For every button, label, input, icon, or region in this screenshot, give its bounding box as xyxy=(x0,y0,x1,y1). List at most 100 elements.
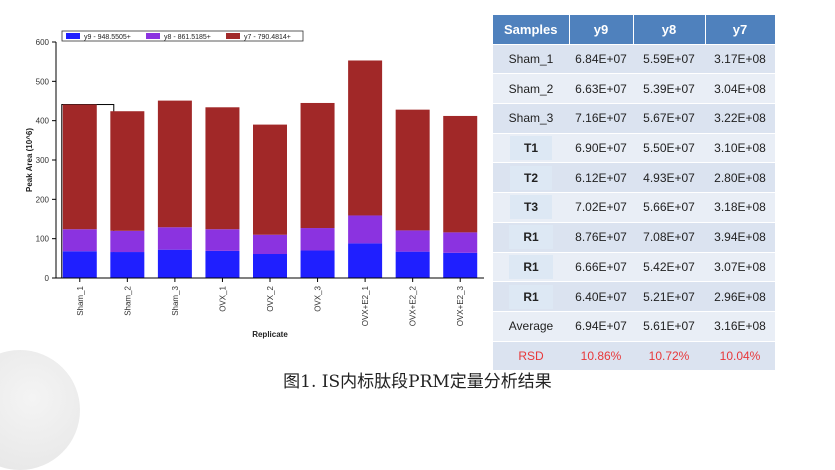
bar-segment xyxy=(110,230,145,253)
x-tick-label: OVX_3 xyxy=(314,285,323,311)
legend-frame xyxy=(61,30,304,42)
cell-y8: 5.42E+07 xyxy=(633,252,705,283)
table-row: R1 6.66E+07 5.42E+07 3.07E+08 xyxy=(493,252,775,283)
cell-y8: 10.72% xyxy=(633,341,705,372)
cell-y9: 6.94E+07 xyxy=(569,311,633,342)
bar-segment xyxy=(157,227,192,250)
cell-sample: T1 xyxy=(493,133,569,164)
bar-segment xyxy=(205,107,240,230)
header-samples: Samples xyxy=(493,15,570,45)
legend-swatch xyxy=(66,33,80,39)
cell-y9: 6.90E+07 xyxy=(569,133,633,164)
cell-sample: R1 xyxy=(493,252,569,283)
legend: y9 - 948.5505+ y8 - 861.5185+ y7 - 790.481… xyxy=(61,30,304,42)
header-y9: y9 xyxy=(569,15,634,45)
bar-segment xyxy=(443,115,478,233)
sample-label: Sham_2 xyxy=(508,81,554,96)
bar-segment xyxy=(62,251,97,278)
sample-label: Sham_1 xyxy=(508,52,554,67)
cell-y7: 3.07E+08 xyxy=(705,252,775,283)
bar-segment xyxy=(395,251,430,278)
sample-label: R1 xyxy=(509,225,553,250)
cell-y9: 10.86% xyxy=(569,341,633,372)
x-tick-label: OVX_2 xyxy=(266,285,275,311)
bar-segment xyxy=(62,229,97,252)
x-tick-label: OVX+E2_1 xyxy=(361,285,370,326)
cell-y7: 10.04% xyxy=(705,341,775,372)
table-row: Sham_2 6.63E+07 5.39E+07 3.04E+08 xyxy=(493,73,775,105)
table-row: Average 6.94E+07 5.61E+07 3.16E+08 xyxy=(493,311,775,342)
cell-y8: 7.08E+07 xyxy=(633,222,705,253)
table-header-row: Samples y9 y8 y7 xyxy=(493,15,776,45)
bar-segment xyxy=(348,243,383,278)
table-row: RSD 10.86% 10.72% 10.04% xyxy=(493,341,775,372)
y-tick-label: 100 xyxy=(36,235,50,244)
table-row: T2 6.12E+07 4.93E+07 2.80E+08 xyxy=(493,162,775,194)
data-table: Samples y9 y8 y7 Sham_1 6.84E+07 5.59E+07 3… xyxy=(493,15,776,372)
bar-segment xyxy=(300,228,335,251)
y-tick-label: 600 xyxy=(36,38,50,47)
legend-label: y9 - 948.5505+ xyxy=(84,34,131,41)
bar-segment xyxy=(253,234,287,255)
sample-label: Average xyxy=(508,319,554,334)
y-tick-label: 400 xyxy=(36,117,50,126)
bar-segment xyxy=(62,104,97,230)
table-body: Sham_1 6.84E+07 5.59E+07 3.17E+08 Sham_2 6.63… xyxy=(493,44,775,372)
bar-segment xyxy=(443,252,478,278)
sample-label: R1 xyxy=(509,254,553,279)
cell-y8: 5.39E+07 xyxy=(633,73,705,105)
bar-segment xyxy=(395,230,430,252)
bar-segment xyxy=(110,111,145,231)
bar-segment xyxy=(395,109,430,231)
bar-segment xyxy=(110,252,145,278)
x-tick-label: OVX_1 xyxy=(218,285,227,311)
y-tick-label: 200 xyxy=(36,195,50,204)
cell-y8: 5.21E+07 xyxy=(633,281,705,312)
cell-sample: Sham_1 xyxy=(493,44,569,75)
bar-segment xyxy=(443,232,478,253)
y-tick-label: 500 xyxy=(36,77,50,86)
bar-segment xyxy=(348,215,383,244)
sample-label: Sham_3 xyxy=(508,111,554,126)
x-axis-title: Replicate xyxy=(252,330,288,339)
cell-sample: Average xyxy=(493,311,569,342)
y-tick-label: 300 xyxy=(36,156,50,165)
table-row: T1 6.90E+07 5.50E+07 3.10E+08 xyxy=(493,133,775,164)
y-tick-label: 0 xyxy=(45,274,50,283)
cell-y7: 2.80E+08 xyxy=(705,162,775,194)
sample-label: R1 xyxy=(509,284,553,309)
cell-sample: RSD xyxy=(493,341,569,372)
cell-y8: 5.61E+07 xyxy=(633,311,705,342)
cell-y7: 3.94E+08 xyxy=(705,222,775,253)
cell-sample: R1 xyxy=(493,222,569,253)
header-y8: y8 xyxy=(633,15,706,45)
cell-y9: 7.02E+07 xyxy=(569,192,633,223)
figure-caption: 图1. IS内标肽段PRM定量分析结果 xyxy=(283,372,552,392)
bar-segment xyxy=(157,249,192,278)
x-tick-label: OVX+E2_2 xyxy=(409,285,418,326)
y-axis-ticks: 0 100 200 300 400 500 600 xyxy=(36,38,56,283)
cell-sample: Sham_3 xyxy=(493,103,569,134)
header-y7: y7 xyxy=(705,15,776,45)
bar-segment xyxy=(205,229,240,251)
cell-y9: 6.84E+07 xyxy=(569,44,633,75)
cell-y9: 7.16E+07 xyxy=(569,103,633,134)
x-axis-ticks: Sham_1 Sham_2 Sham_3 OVX_1 OVX_2 OVX_3 OVX+E2_… xyxy=(76,278,465,326)
sample-label: T3 xyxy=(509,195,552,220)
cell-y9: 8.76E+07 xyxy=(569,222,633,253)
table-row: T3 7.02E+07 5.66E+07 3.18E+08 xyxy=(493,192,775,223)
bar-segment xyxy=(157,100,192,228)
table-row: R1 6.40E+07 5.21E+07 2.96E+08 xyxy=(493,281,775,312)
bar-segment xyxy=(348,60,383,216)
sample-label: T2 xyxy=(509,165,552,190)
bar-segment xyxy=(253,254,287,278)
data-table-container: Samples y9 y8 y7 Sham_1 6.84E+07 5.59E+07 3… xyxy=(493,15,776,372)
cell-y7: 3.10E+08 xyxy=(705,133,775,164)
bar-segment xyxy=(205,250,240,278)
x-tick-label: Sham_3 xyxy=(171,285,180,315)
cell-y9: 6.40E+07 xyxy=(569,281,633,312)
cell-y7: 2.96E+08 xyxy=(705,281,775,312)
cell-y8: 4.93E+07 xyxy=(633,162,705,194)
cell-y9: 6.12E+07 xyxy=(569,162,633,194)
cell-y7: 3.04E+08 xyxy=(705,73,775,105)
